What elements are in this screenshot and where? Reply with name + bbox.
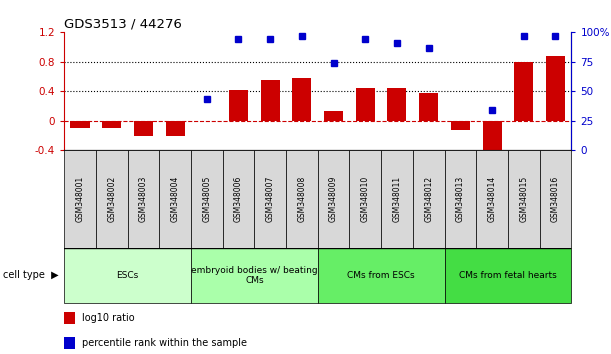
Bar: [64, 337, 75, 349]
Bar: [102, 121, 121, 128]
Text: GSM348008: GSM348008: [298, 176, 306, 222]
Text: log10 ratio: log10 ratio: [82, 313, 134, 323]
Bar: [286, 150, 318, 248]
Bar: [445, 248, 571, 303]
Text: CMs from ESCs: CMs from ESCs: [347, 271, 415, 280]
Bar: [229, 90, 248, 121]
Text: GSM348009: GSM348009: [329, 176, 338, 222]
Bar: [159, 150, 191, 248]
Bar: [64, 248, 191, 303]
Bar: [483, 121, 502, 158]
Text: cell type  ▶: cell type ▶: [3, 270, 59, 280]
Bar: [128, 150, 159, 248]
Bar: [254, 150, 286, 248]
Text: GSM348003: GSM348003: [139, 176, 148, 222]
Bar: [191, 150, 222, 248]
Text: GSM348005: GSM348005: [202, 176, 211, 222]
Bar: [451, 121, 470, 130]
Bar: [64, 150, 96, 248]
Bar: [349, 150, 381, 248]
Bar: [445, 150, 476, 248]
Text: embryoid bodies w/ beating
CMs: embryoid bodies w/ beating CMs: [191, 266, 318, 285]
Text: GSM348007: GSM348007: [266, 176, 275, 222]
Bar: [356, 88, 375, 121]
Text: GSM348002: GSM348002: [107, 176, 116, 222]
Bar: [387, 88, 406, 121]
Bar: [476, 150, 508, 248]
Bar: [166, 121, 185, 136]
Bar: [318, 248, 445, 303]
Bar: [70, 121, 89, 128]
Text: GSM348006: GSM348006: [234, 176, 243, 222]
Bar: [64, 312, 75, 324]
Text: GSM348001: GSM348001: [76, 176, 84, 222]
Bar: [191, 248, 318, 303]
Text: percentile rank within the sample: percentile rank within the sample: [82, 338, 247, 348]
Bar: [540, 150, 571, 248]
Text: GSM348014: GSM348014: [488, 176, 497, 222]
Text: GSM348010: GSM348010: [360, 176, 370, 222]
Bar: [381, 150, 413, 248]
Bar: [514, 62, 533, 121]
Text: GSM348011: GSM348011: [392, 176, 401, 222]
Text: GSM348016: GSM348016: [551, 176, 560, 222]
Bar: [293, 78, 312, 121]
Bar: [318, 150, 349, 248]
Text: GSM348013: GSM348013: [456, 176, 465, 222]
Text: CMs from fetal hearts: CMs from fetal hearts: [459, 271, 557, 280]
Bar: [96, 150, 128, 248]
Bar: [261, 80, 280, 121]
Bar: [324, 111, 343, 121]
Text: GSM348004: GSM348004: [170, 176, 180, 222]
Text: ESCs: ESCs: [117, 271, 139, 280]
Text: GSM348015: GSM348015: [519, 176, 529, 222]
Bar: [134, 121, 153, 136]
Bar: [508, 150, 540, 248]
Bar: [413, 150, 445, 248]
Text: GSM348012: GSM348012: [424, 176, 433, 222]
Bar: [419, 93, 438, 121]
Text: GDS3513 / 44276: GDS3513 / 44276: [64, 18, 182, 31]
Bar: [222, 150, 254, 248]
Bar: [546, 56, 565, 121]
